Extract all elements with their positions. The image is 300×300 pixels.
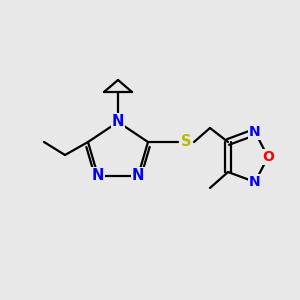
Text: N: N — [112, 115, 124, 130]
Text: O: O — [262, 150, 274, 164]
Text: S: S — [181, 134, 191, 149]
Text: N: N — [249, 175, 261, 189]
Text: N: N — [92, 169, 104, 184]
Text: N: N — [132, 169, 144, 184]
Text: N: N — [249, 125, 261, 139]
